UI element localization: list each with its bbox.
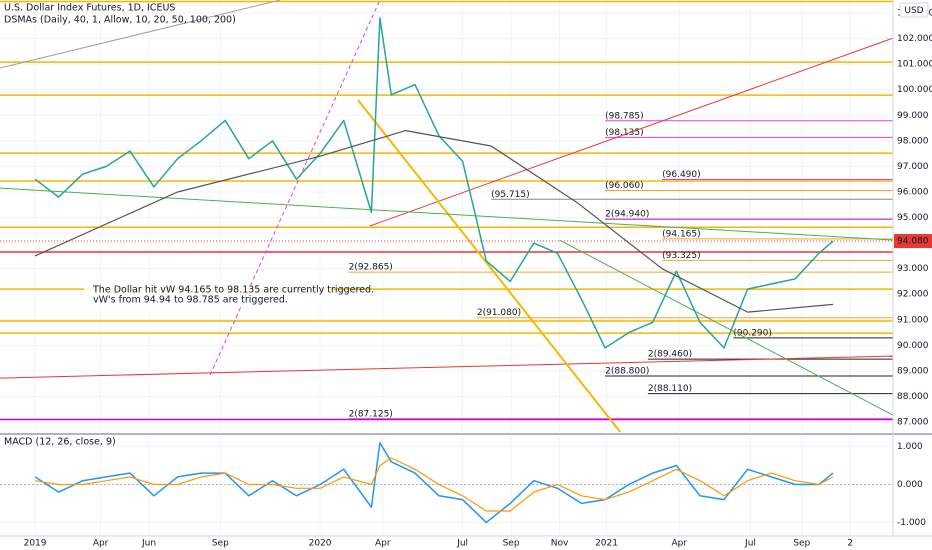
y-tick-label: 101.000 xyxy=(897,60,932,70)
annotation: vW's from 94.94 to 98.785 are triggered. xyxy=(93,295,288,306)
y-tick-label: 91.000 xyxy=(897,315,929,325)
level-label: (93.325) xyxy=(662,251,701,261)
y-tick-label: 92.000 xyxy=(897,290,929,300)
x-tick-label: 2 xyxy=(847,539,853,549)
y-tick-label: 98.000 xyxy=(897,136,929,146)
y-tick-label: 99.000 xyxy=(897,111,929,121)
level-label: (96.490) xyxy=(662,170,701,180)
y-tick-label: 0.000 xyxy=(897,480,923,490)
trend-line xyxy=(369,37,893,227)
y-tick-label: 100.000 xyxy=(897,85,932,95)
level-label: (96.060) xyxy=(605,181,644,191)
annotation: The Dollar hit vW 94.165 to 98.135 are c… xyxy=(92,285,374,296)
macd-pane xyxy=(0,436,893,536)
x-tick-label: 2020 xyxy=(309,539,332,549)
current-price-box xyxy=(894,234,932,249)
y-tick-label: 95.000 xyxy=(897,213,929,223)
y-tick-label: 96.000 xyxy=(897,187,929,197)
y-tick-label: 89.000 xyxy=(897,366,929,376)
level-label: 2(94.940) xyxy=(605,210,649,220)
level-label: (94.165) xyxy=(662,229,701,239)
level-label: 2(91.080) xyxy=(477,308,521,318)
x-tick-label: 2019 xyxy=(24,539,47,549)
x-tick-label: Jun xyxy=(141,539,156,549)
trend-line xyxy=(0,0,281,69)
y-tick-label: -1.000 xyxy=(897,518,926,528)
series-line xyxy=(34,442,834,524)
y-tick-label: 93.000 xyxy=(897,264,929,274)
level-label: 2(89.460) xyxy=(648,350,692,360)
level-label: (98.785) xyxy=(605,111,644,121)
axes: 87.000 88.000 89.000 90.000 91.000 92.000 93.0… xyxy=(0,9,932,549)
x-tick-label: Sep xyxy=(212,539,229,549)
x-tick-label: Apr xyxy=(93,539,109,549)
level-label: (90.290) xyxy=(733,328,772,338)
x-tick-label: Sep xyxy=(503,539,520,549)
x-tick-label: Nov xyxy=(551,539,569,549)
series-line xyxy=(34,17,834,349)
currency[interactable]: USD xyxy=(904,6,923,16)
trend-line xyxy=(357,99,622,432)
y-tick-label: 90.000 xyxy=(897,341,929,351)
level-label: (98.135) xyxy=(605,128,644,138)
level-label: 2(92.865) xyxy=(349,263,393,273)
y-tick-label: 97.000 xyxy=(897,162,929,172)
x-tick-label: Apr xyxy=(375,539,391,549)
chart-title: U.S. Dollar Index Futures, 1D, ICEUS xyxy=(4,3,175,14)
trend-line xyxy=(0,355,893,379)
annotation-bg xyxy=(84,285,334,307)
x-tick-label: Jul xyxy=(744,539,756,549)
y-tick-label: 1.000 xyxy=(897,442,923,452)
current-price-label: 94.080 xyxy=(897,237,929,247)
x-tick-label: 2021 xyxy=(595,539,618,549)
series-line xyxy=(34,130,834,313)
y-tick-label: 102.000 xyxy=(897,34,932,44)
level-label: (95.715) xyxy=(491,190,530,200)
trend-line xyxy=(209,0,381,376)
series-line xyxy=(35,457,834,512)
level-label: 2(88.800) xyxy=(605,367,649,377)
trend-line xyxy=(559,239,893,416)
trend-line xyxy=(0,187,893,241)
x-tick-label: Jul xyxy=(456,539,468,549)
currency-button[interactable] xyxy=(899,2,929,18)
y-tick-label: 87.000 xyxy=(897,418,929,428)
level-label: 2(87.125) xyxy=(349,409,393,419)
level-label: 2(88.110) xyxy=(648,384,692,394)
x-tick-label: Apr xyxy=(671,539,687,549)
y-tick-label: 88.000 xyxy=(897,392,929,402)
x-tick-label: Sep xyxy=(793,539,810,549)
indicator-label: DSMAs (Daily, 40, 1, Allow, 10, 20, 50, … xyxy=(4,15,236,26)
macd-title: MACD (12, 26, close, 9) xyxy=(4,437,116,448)
